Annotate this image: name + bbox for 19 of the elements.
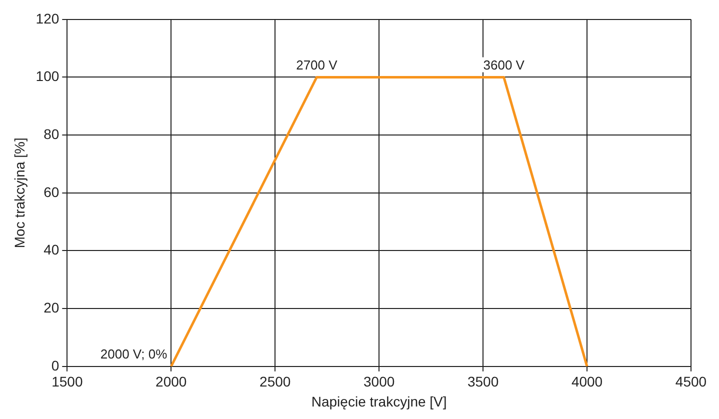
x-tick-label: 2500 bbox=[260, 374, 291, 390]
y-tick-label: 0 bbox=[51, 357, 60, 374]
y-tick-label: 60 bbox=[44, 184, 60, 200]
annotation: 3600 V bbox=[483, 57, 525, 72]
x-tick-label: 3500 bbox=[467, 374, 499, 390]
x-axis-title: Napięcie trakcyjne [V] bbox=[311, 393, 447, 410]
y-tick-label: 80 bbox=[44, 126, 60, 142]
annotation: 2000 V; 0% bbox=[100, 346, 168, 362]
y-tick-label: 20 bbox=[44, 299, 60, 316]
x-tick-label: 1500 bbox=[52, 374, 83, 390]
x-tick-label: 4000 bbox=[571, 374, 603, 390]
annotation: 2700 V bbox=[296, 57, 338, 72]
y-axis-title: Moc trakcyjna [%] bbox=[11, 138, 28, 248]
x-tick-label: 2000 bbox=[156, 374, 187, 390]
x-tick-label: 4500 bbox=[675, 374, 707, 390]
x-tick-label: 3000 bbox=[364, 374, 395, 390]
y-tick-label: 120 bbox=[36, 10, 60, 26]
y-tick-label: 100 bbox=[36, 68, 60, 84]
y-tick-label: 40 bbox=[44, 242, 60, 258]
